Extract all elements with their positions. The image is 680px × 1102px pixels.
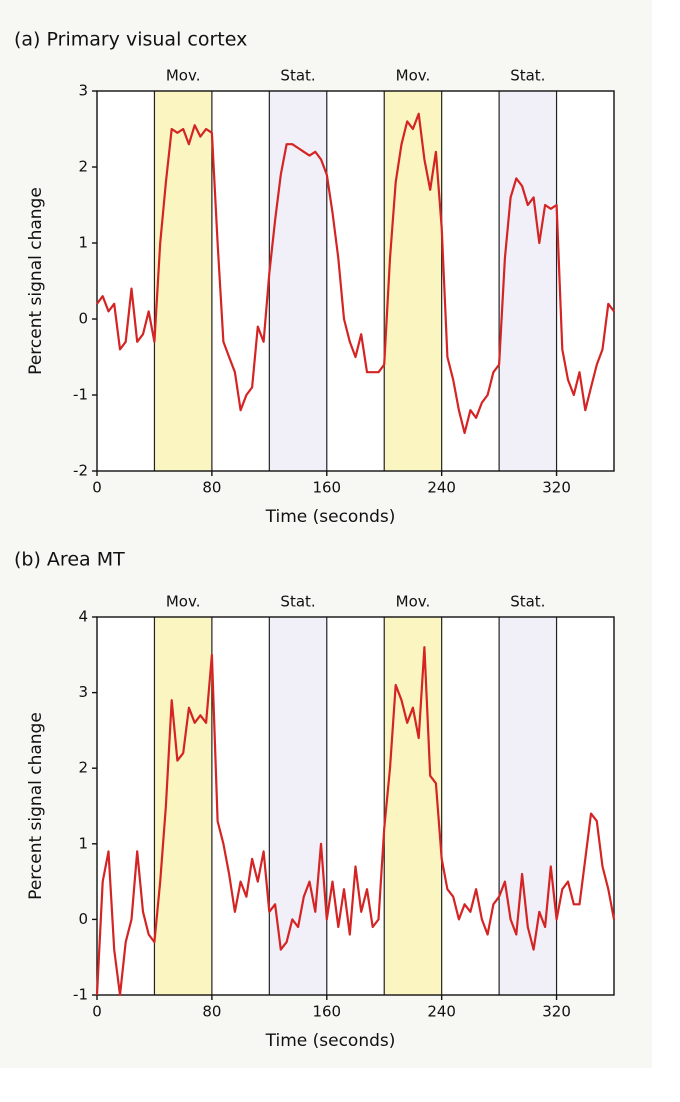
- band-label: Mov.: [396, 67, 431, 85]
- y-tick-label: 1: [78, 834, 88, 852]
- condition-band: [269, 617, 327, 995]
- y-tick-label: -1: [73, 986, 88, 1004]
- y-tick-label: 2: [78, 759, 88, 777]
- x-tick-label: 80: [202, 479, 221, 497]
- y-tick-label: -2: [73, 462, 88, 480]
- band-label: Stat.: [510, 67, 545, 85]
- x-tick-label: 320: [542, 1003, 571, 1021]
- y-tick-label: 3: [78, 683, 88, 701]
- condition-band: [499, 617, 557, 995]
- signal-line: [95, 646, 616, 997]
- chart-title: (b) Area MT: [14, 549, 125, 571]
- x-tick-label: 0: [92, 1003, 102, 1021]
- condition-band: [384, 617, 442, 995]
- x-tick-label: 160: [312, 1003, 341, 1021]
- y-axis-label: Percent signal change: [26, 187, 46, 375]
- condition-band: [499, 91, 557, 471]
- x-axis-label: Time (seconds): [265, 507, 396, 527]
- condition-band: [154, 617, 212, 995]
- chart-title: (a) Primary visual cortex: [14, 29, 247, 51]
- condition-band: [384, 91, 442, 471]
- y-tick-label: 3: [78, 82, 88, 100]
- y-tick-label: 0: [78, 910, 88, 928]
- y-tick-label: 1: [78, 234, 88, 252]
- signal-line: [96, 112, 615, 435]
- plot-frame: [96, 616, 615, 996]
- x-axis-label: Time (seconds): [265, 1031, 396, 1051]
- band-label: Mov.: [166, 593, 201, 611]
- x-tick-label: 240: [427, 1003, 456, 1021]
- x-tick-label: 160: [312, 479, 341, 497]
- x-tick-label: 0: [92, 479, 102, 497]
- y-axis-label: Percent signal change: [26, 712, 46, 900]
- band-label: Stat.: [280, 593, 315, 611]
- band-label: Mov.: [396, 593, 431, 611]
- y-tick-label: 0: [78, 310, 88, 328]
- band-label: Stat.: [510, 593, 545, 611]
- plot-frame: [96, 90, 615, 472]
- band-label: Mov.: [166, 67, 201, 85]
- x-tick-label: 80: [202, 1003, 221, 1021]
- x-tick-label: 240: [427, 479, 456, 497]
- condition-band: [154, 91, 212, 471]
- x-tick-label: 320: [542, 479, 571, 497]
- y-tick-label: -1: [73, 386, 88, 404]
- y-tick-label: 4: [78, 608, 88, 626]
- band-label: Stat.: [280, 67, 315, 85]
- y-tick-label: 2: [78, 158, 88, 176]
